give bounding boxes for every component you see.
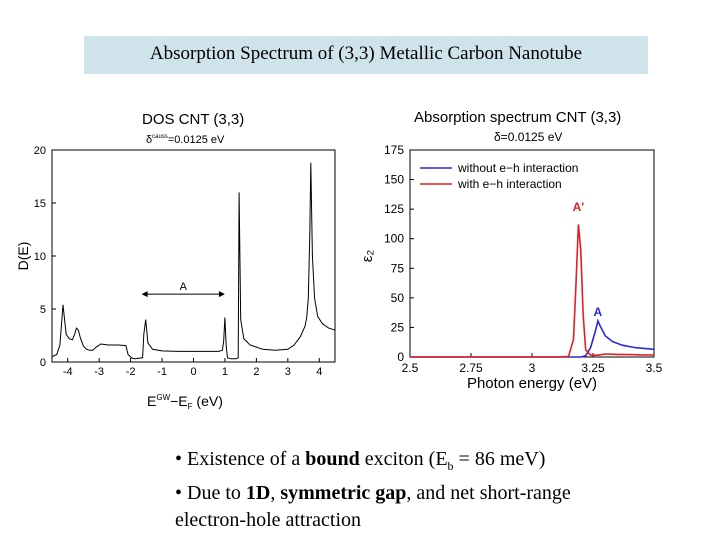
abs-x-tick-label: 3.25 <box>581 361 605 375</box>
abs-curve-with-eh <box>410 224 655 358</box>
abs-xlabel: Photon energy (eV) <box>467 375 597 392</box>
dos-x-tick-label: 4 <box>316 366 322 378</box>
bullet-2-bold-gap: symmetric gap <box>280 482 407 504</box>
abs-ylabel: ε₂ <box>359 250 376 263</box>
dos-xlabel-mid: −E <box>170 393 188 409</box>
dos-x-tick-label: 3 <box>285 366 291 378</box>
slide-title-box: Absorption Spectrum of (3,3) Metallic Ca… <box>84 36 648 74</box>
dos-plot-frame <box>51 149 336 363</box>
dos-subtitle-rest: =0.0125 eV <box>168 134 225 146</box>
dos-subtitle-sup: causs <box>152 134 168 140</box>
dos-x-tick-label: -2 <box>126 366 136 378</box>
abs-chart-subtitle: δ=0.0125 eV <box>494 130 562 144</box>
dos-chart: DOS CNT (3,3) δcauss=0.0125 eV -4 -3 -2 -1 0… <box>15 111 336 411</box>
abs-y-tick-label: 150 <box>384 173 404 187</box>
bullet-2-pre: • Due to <box>175 482 246 504</box>
abs-axis-ticks: 2.5 2.75 3 3.25 3.5 0 25 50 75 100 125 150 175 <box>384 143 663 375</box>
abs-x-tick-label: 2.5 <box>402 361 419 375</box>
dos-x-tick-label: 2 <box>253 366 259 378</box>
abs-y-tick-label: 175 <box>384 143 404 157</box>
legend-label-with-eh: with e−h interaction <box>457 177 562 191</box>
bullet-1-post: = 86 meV) <box>453 448 546 470</box>
dos-annotation: A <box>141 281 225 298</box>
abs-y-tick-label: 75 <box>391 261 405 275</box>
dos-xlabel: EGW−EF (eV) <box>147 393 223 411</box>
bullet-1-bold: bound <box>305 448 360 470</box>
abs-x-tick-label: 3 <box>529 361 536 375</box>
bullet-item-2: • Due to 1D, symmetric gap, and net shor… <box>175 480 695 507</box>
dos-ylabel: D(E) <box>15 242 31 271</box>
abs-y-tick-label: 125 <box>384 202 404 216</box>
dos-x-tick-label: 1 <box>222 366 228 378</box>
abs-y-tick-label: 100 <box>384 232 404 246</box>
dos-x-tick-label: -3 <box>94 366 104 378</box>
abs-curve-without-eh <box>410 318 655 358</box>
dos-axis-ticks: -4 -3 -2 -1 0 1 2 3 4 0 5 10 15 20 <box>34 145 323 378</box>
dos-y-tick-label: 5 <box>40 304 46 316</box>
dos-x-tick-label: 0 <box>190 366 196 378</box>
bullet-list: • Existence of a bound exciton (Eb = 86 … <box>175 446 695 534</box>
slide-title: Absorption Spectrum of (3,3) Metallic Ca… <box>149 43 583 64</box>
dos-curve <box>51 162 336 360</box>
dos-x-tick-label: -4 <box>63 366 73 378</box>
abs-y-tick-label: 50 <box>391 291 405 305</box>
dos-xlabel-sub: F <box>188 402 193 411</box>
dos-xlabel-sup: GW <box>156 393 170 402</box>
legend-label-without-eh: without e−h interaction <box>457 161 578 175</box>
dos-xlabel-main: E <box>147 393 156 409</box>
abs-y-tick-label: 25 <box>391 320 405 334</box>
dos-xlabel-unit: (eV) <box>193 393 223 409</box>
dos-y-tick-label: 20 <box>34 145 46 157</box>
abs-x-tick-label: 2.75 <box>459 361 483 375</box>
abs-y-tick-label: 0 <box>397 350 404 364</box>
annotation-arrowhead-left <box>141 291 148 298</box>
bullet-1-sub: b <box>447 459 454 473</box>
dos-chart-title: DOS CNT (3,3) <box>142 111 244 128</box>
abs-peak-labels: A' A <box>573 200 603 319</box>
dos-subtitle-symbol: δ <box>146 134 152 146</box>
bullet-1-pre: • Existence of a <box>175 448 306 470</box>
annotation-arrowhead-right <box>218 291 225 298</box>
dos-x-tick-label: -1 <box>157 366 167 378</box>
absorption-chart: Absorption spectrum CNT (3,3) δ=0.0125 e… <box>359 109 663 392</box>
annotation-label-a: A <box>180 281 188 293</box>
dos-y-tick-label: 15 <box>34 198 46 210</box>
bullet-2-sep: , <box>270 482 281 504</box>
bullet-item-1: • Existence of a bound exciton (Eb = 86 … <box>175 446 695 480</box>
abs-peak-label: A' <box>573 200 585 214</box>
bullet-item-2-cont: electron-hole attraction <box>175 509 362 531</box>
dos-y-tick-label: 10 <box>34 251 46 263</box>
abs-x-tick-label: 3.5 <box>646 361 663 375</box>
bullet-1-mid: exciton (E <box>359 448 448 470</box>
dos-y-tick-label: 0 <box>40 357 46 369</box>
abs-peak-label: A <box>594 305 603 319</box>
bullet-2-post: , and net short-range <box>406 482 571 504</box>
abs-legend: without e−h interaction with e−h interac… <box>420 161 578 191</box>
bullet-2-bold-1d: 1D <box>245 482 271 504</box>
abs-chart-title: Absorption spectrum CNT (3,3) <box>414 109 621 126</box>
dos-chart-subtitle: δcauss=0.0125 eV <box>146 134 225 146</box>
